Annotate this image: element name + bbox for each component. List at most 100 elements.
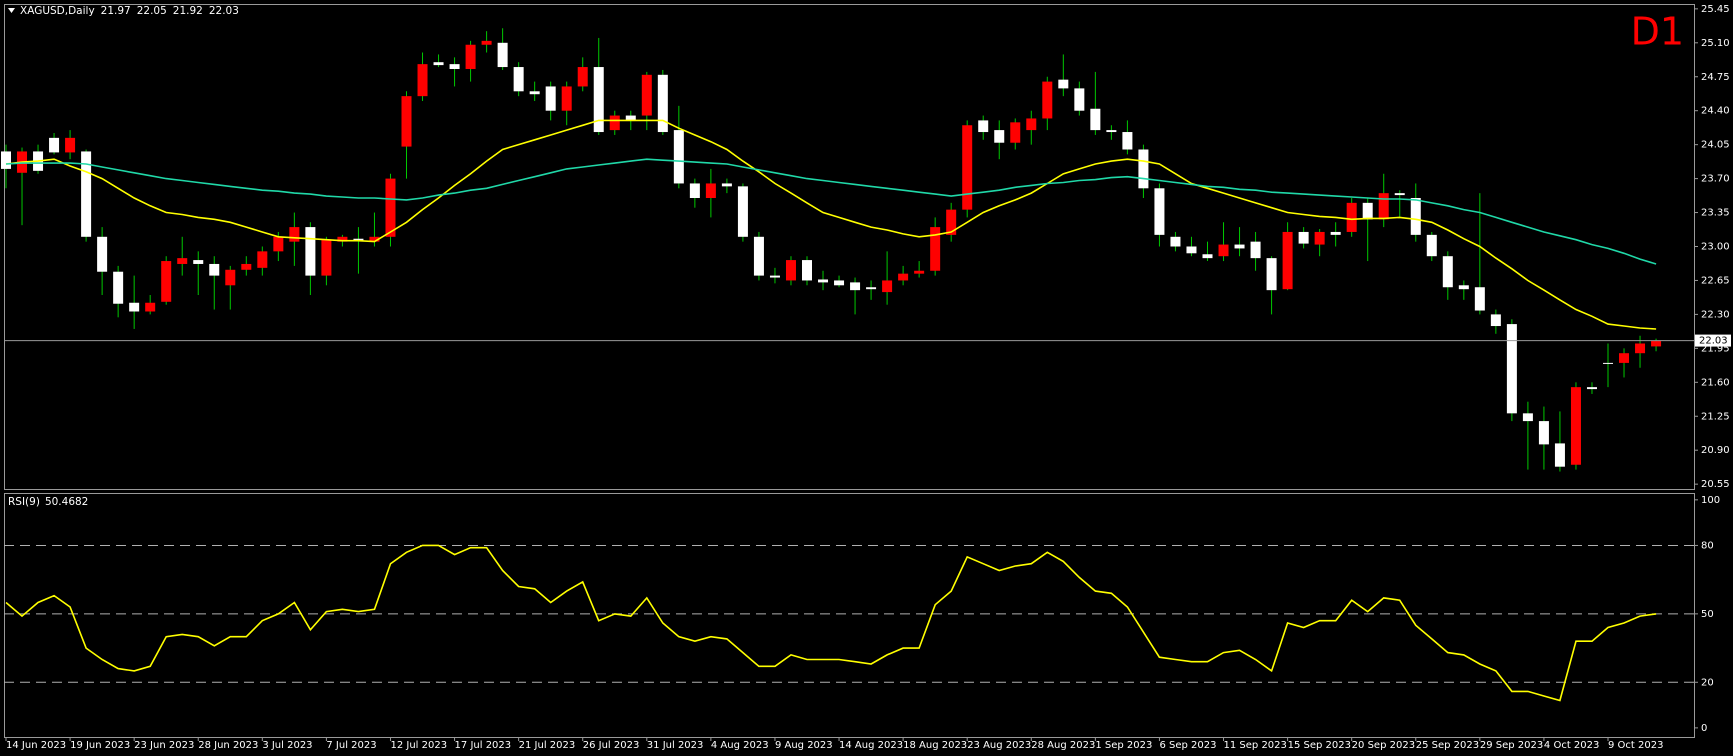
y-tick-label: 21.95	[1701, 343, 1730, 354]
candle-body	[529, 91, 540, 95]
candle-body	[1122, 132, 1133, 150]
candle-body	[689, 183, 700, 198]
candle-body	[914, 270, 925, 274]
y-tick-label: 24.40	[1701, 106, 1730, 117]
candle-body	[401, 96, 412, 147]
candle-body	[1346, 202, 1357, 232]
candle-body	[1234, 244, 1245, 249]
candle-body	[1330, 231, 1341, 235]
candle-body	[1, 151, 11, 169]
candle-body	[1218, 244, 1229, 257]
x-tick-label: 9 Aug 2023	[775, 740, 833, 751]
y-tick-label: 20.55	[1701, 479, 1730, 490]
candle-body	[1506, 324, 1517, 414]
candle-body	[850, 282, 861, 291]
indicator-name: RSI(9)	[8, 496, 40, 508]
x-tick-label: 21 Jul 2023	[519, 740, 576, 751]
candle-body	[1026, 118, 1037, 131]
candle-body	[289, 227, 300, 242]
x-tick-label: 23 Jun 2023	[134, 740, 194, 751]
candle-body	[866, 287, 877, 290]
x-tick-label: 1 Sep 2023	[1095, 740, 1152, 751]
candle-body	[1554, 443, 1565, 467]
candle-body	[1314, 231, 1325, 245]
candle-body	[1394, 193, 1405, 196]
candle-body	[593, 67, 604, 133]
candle-body	[561, 86, 572, 111]
candle-body	[1010, 122, 1021, 143]
candle-body	[609, 115, 620, 131]
candle-body	[1586, 387, 1597, 390]
candle-body	[337, 236, 348, 242]
y-tick-label: 25.10	[1701, 38, 1730, 49]
collapse-icon[interactable]	[8, 8, 15, 13]
x-tick-label: 26 Jul 2023	[583, 740, 640, 751]
candle-body	[1186, 246, 1197, 254]
candle-body	[1426, 234, 1437, 257]
candle-body	[497, 42, 508, 68]
y-tick-label: 21.25	[1701, 411, 1730, 422]
x-tick-label: 20 Sep 2023	[1352, 740, 1415, 751]
y-tick-label: 100	[1701, 495, 1720, 506]
x-tick-label: 25 Sep 2023	[1416, 740, 1479, 751]
x-tick-label: 7 Jul 2023	[326, 740, 376, 751]
candle-body	[385, 178, 396, 237]
candle-body	[369, 236, 380, 242]
y-tick-label: 80	[1701, 540, 1714, 551]
candle-body	[1458, 285, 1469, 290]
candle-body	[449, 64, 460, 69]
x-tick-label: 29 Sep 2023	[1480, 740, 1543, 751]
candle-body	[65, 137, 76, 153]
candle-body	[1138, 149, 1149, 189]
candle-body	[1058, 79, 1069, 89]
candle-body	[1074, 88, 1085, 111]
x-tick-label: 15 Sep 2023	[1288, 740, 1351, 751]
x-tick-label: 14 Jun 2023	[6, 740, 66, 751]
y-tick-label: 0	[1701, 723, 1707, 734]
candle-body	[513, 67, 524, 92]
candle-body	[577, 67, 588, 87]
candle-body	[1170, 236, 1181, 247]
candle-body	[1282, 231, 1293, 290]
candle-body	[129, 302, 140, 312]
candle-body	[545, 86, 556, 111]
x-tick-label: 9 Oct 2023	[1608, 740, 1663, 751]
candle-body	[1298, 231, 1309, 244]
candle-body	[978, 120, 989, 133]
x-tick-label: 17 Jul 2023	[455, 740, 512, 751]
candle-body	[673, 130, 684, 184]
x-tick-label: 28 Aug 2023	[1031, 740, 1095, 751]
candle-body	[1090, 108, 1101, 131]
rsi-panel	[4, 493, 1695, 738]
candle-body	[1442, 256, 1453, 288]
indicator-header: RSI(9) 50.4682	[8, 496, 88, 508]
candle-body	[1474, 287, 1485, 311]
candle-body	[81, 151, 92, 237]
candle-body	[785, 260, 796, 281]
candle-body	[1490, 314, 1501, 327]
x-tick-label: 12 Jul 2023	[390, 740, 447, 751]
candle-body	[1042, 81, 1053, 119]
candle-body	[705, 183, 716, 198]
candle-body	[321, 239, 332, 276]
header-value: 22.03	[209, 5, 239, 17]
y-tick-label: 20	[1701, 677, 1714, 688]
candle-body	[898, 273, 909, 281]
candle-body	[882, 280, 893, 293]
candle-body	[1250, 241, 1261, 259]
y-tick-label: 50	[1701, 609, 1714, 620]
candle-body	[1538, 421, 1549, 445]
candle-body	[641, 74, 652, 116]
candle-body	[1410, 198, 1421, 235]
candle-body	[1154, 188, 1165, 235]
y-tick-label: 22.30	[1701, 309, 1730, 320]
candle-body	[834, 280, 845, 286]
y-tick-label: 24.75	[1701, 72, 1730, 83]
y-tick-label: 24.05	[1701, 140, 1730, 151]
candle-body	[818, 279, 829, 283]
candle-body	[946, 209, 957, 235]
candle-body	[1202, 254, 1213, 259]
y-tick-label: 25.45	[1701, 4, 1730, 15]
